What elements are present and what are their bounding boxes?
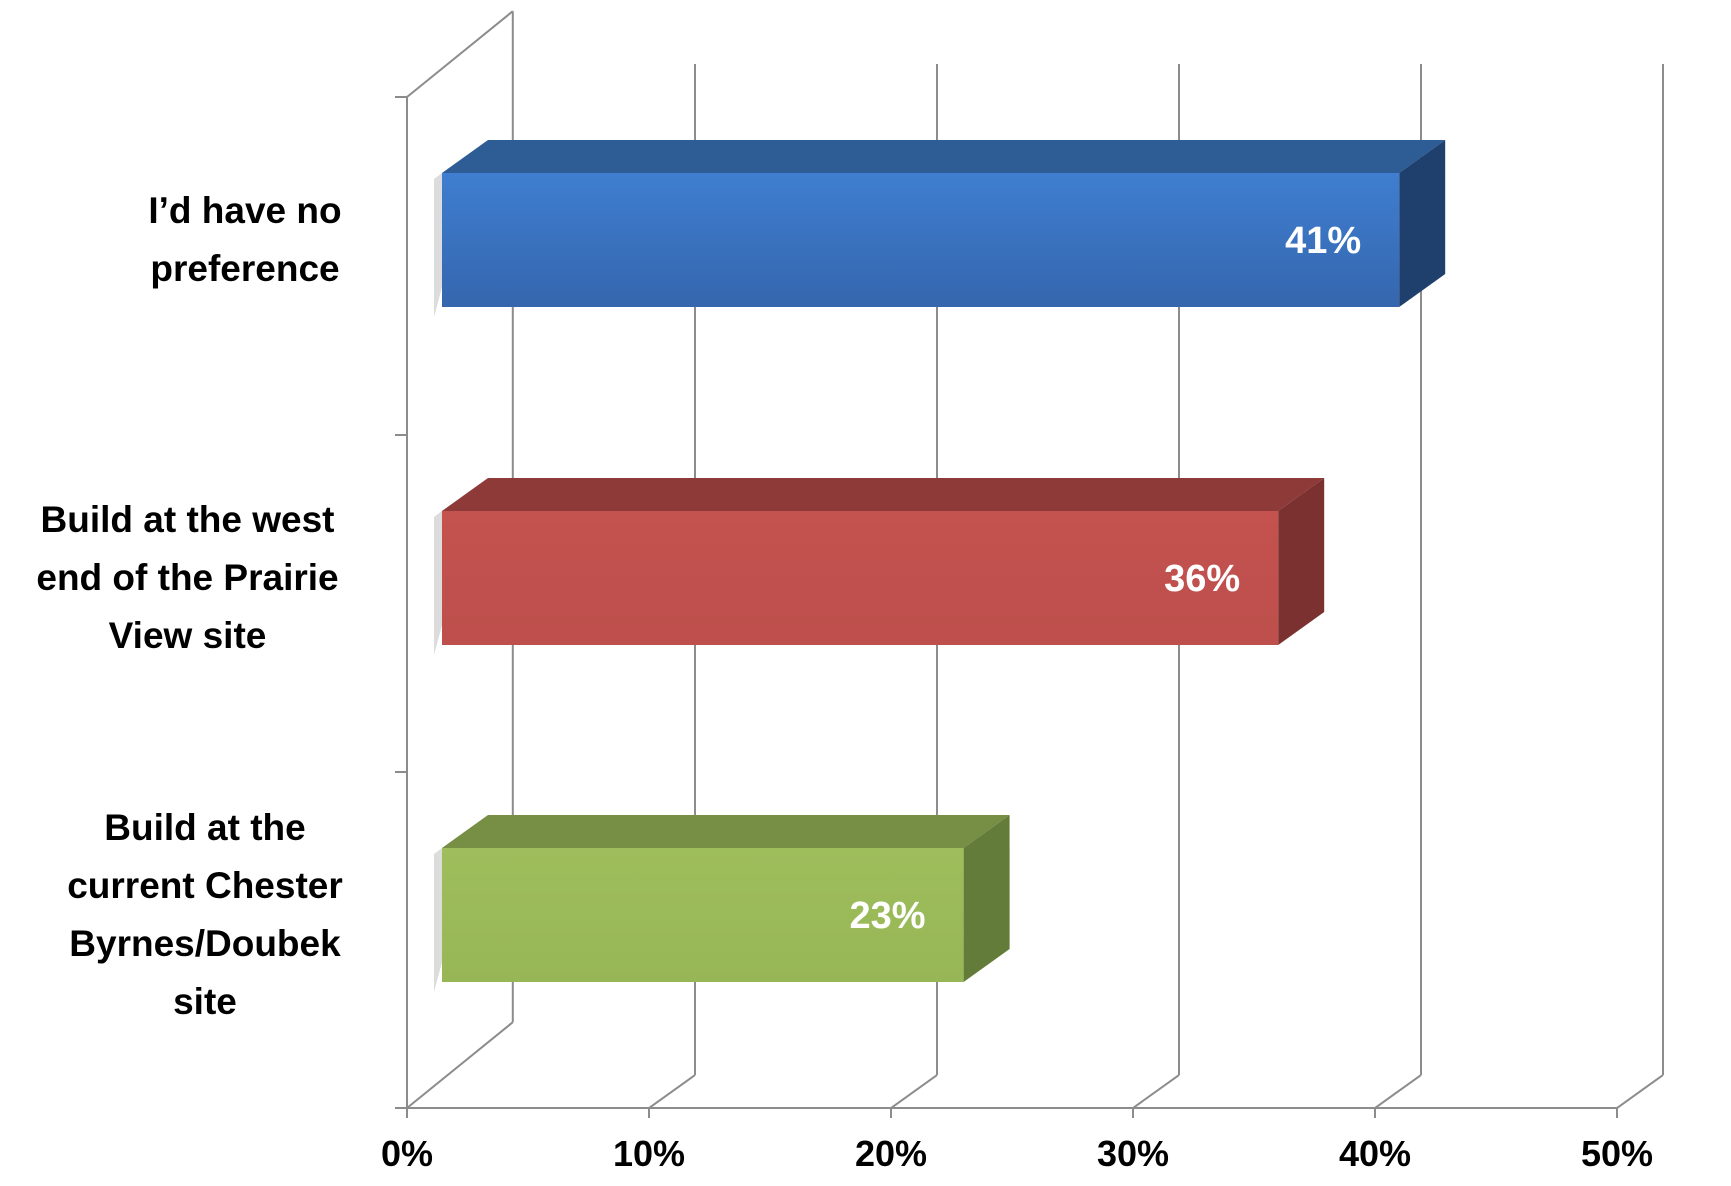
bar-top bbox=[442, 478, 1325, 511]
axes: 0% 10% 20% 30% 40% 50% bbox=[381, 96, 1653, 1174]
x-tick-label: 30% bbox=[1097, 1133, 1169, 1174]
side-wall-bottom bbox=[406, 1021, 514, 1109]
bar bbox=[442, 173, 1400, 307]
category-label: Build at the current Chester Byrnes/Doub… bbox=[67, 807, 343, 1022]
x-tick-label: 50% bbox=[1581, 1133, 1653, 1174]
floor-gridline bbox=[890, 1074, 938, 1109]
floor-gridline bbox=[1132, 1074, 1180, 1109]
x-tick-label: 20% bbox=[855, 1133, 927, 1174]
side-wall-top bbox=[406, 10, 514, 98]
bar bbox=[442, 848, 964, 982]
bar-top bbox=[442, 815, 1010, 848]
x-tick-label: 0% bbox=[381, 1133, 433, 1174]
bar-side bbox=[1399, 140, 1446, 307]
floor-gridline bbox=[648, 1074, 696, 1109]
bars bbox=[434, 140, 1446, 992]
floor-gridline bbox=[1374, 1074, 1422, 1109]
data-labels: 41% 36% 23% bbox=[850, 220, 1362, 937]
bar-side bbox=[1278, 478, 1325, 645]
data-label: 41% bbox=[1285, 220, 1361, 262]
x-tick-label: 10% bbox=[613, 1133, 685, 1174]
bar-top bbox=[442, 140, 1446, 173]
bar bbox=[442, 511, 1279, 645]
category-label: Build at the west end of the Prairie Vie… bbox=[36, 499, 339, 656]
floor-gridline bbox=[1616, 1074, 1664, 1109]
bar-side bbox=[963, 815, 1010, 982]
category-label: I’d have no preference bbox=[148, 190, 342, 289]
data-label: 23% bbox=[850, 895, 926, 937]
data-label: 36% bbox=[1164, 558, 1240, 600]
x-tick-label: 40% bbox=[1339, 1133, 1411, 1174]
